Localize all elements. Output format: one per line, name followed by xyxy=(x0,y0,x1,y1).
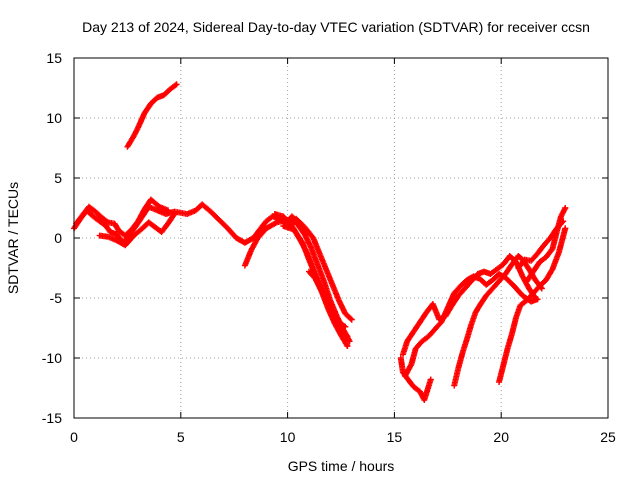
y-axis-label: SDTVAR / TECUs xyxy=(5,182,21,294)
x-tick-label: 25 xyxy=(600,429,616,445)
data-point xyxy=(164,207,171,214)
series-track-13 xyxy=(451,253,545,389)
x-tick-label: 0 xyxy=(70,429,78,445)
data-point xyxy=(562,205,569,211)
data-point xyxy=(347,315,354,322)
data-point xyxy=(559,219,566,226)
series-track-3 xyxy=(96,211,178,249)
x-axis-label: GPS time / hours xyxy=(288,458,395,474)
y-tick-label: 10 xyxy=(46,110,62,126)
y-tick-labels: -15 -10 -5 0 5 10 15 xyxy=(42,50,62,426)
data-point xyxy=(534,296,541,303)
y-tick-label: 15 xyxy=(46,50,62,66)
data-point xyxy=(348,316,355,323)
data-point xyxy=(340,322,347,329)
x-tick-label: 10 xyxy=(280,429,296,445)
data-point xyxy=(170,212,177,219)
data-point xyxy=(103,218,110,225)
data-point xyxy=(344,333,351,340)
y-tick-label: 0 xyxy=(54,230,62,246)
x-tick-labels: 0 5 10 15 20 25 xyxy=(70,429,616,445)
data-point xyxy=(173,81,180,88)
series-track-14 xyxy=(496,225,569,385)
data-points xyxy=(71,81,569,403)
y-tick-label: -10 xyxy=(42,350,62,366)
data-point xyxy=(346,338,353,345)
series-track-15 xyxy=(523,205,569,285)
y-tick-label: 5 xyxy=(54,170,62,186)
y-tick-label: -5 xyxy=(50,290,63,306)
data-point xyxy=(344,343,351,349)
series-track-10 xyxy=(397,355,434,403)
series-track-6 xyxy=(293,215,355,323)
data-point xyxy=(560,218,567,225)
series-track-9 xyxy=(305,268,351,349)
data-point xyxy=(427,376,434,383)
series-track-12 xyxy=(402,271,541,379)
data-point xyxy=(343,332,350,339)
x-tick-label: 5 xyxy=(177,429,185,445)
grid-lines xyxy=(74,58,608,418)
data-point xyxy=(172,82,179,89)
series-track-16 xyxy=(515,218,567,271)
x-tick-label: 20 xyxy=(493,429,509,445)
axis-ticks xyxy=(73,57,609,419)
chart-title: Day 213 of 2024, Sidereal Day-to-day VTE… xyxy=(82,19,590,35)
data-point xyxy=(342,323,349,330)
series-track-2 xyxy=(73,196,171,239)
series-track-4 xyxy=(124,81,180,150)
x-tick-label: 15 xyxy=(387,429,403,445)
data-point xyxy=(562,225,569,232)
y-tick-label: -15 xyxy=(42,410,62,426)
data-point xyxy=(171,211,178,217)
